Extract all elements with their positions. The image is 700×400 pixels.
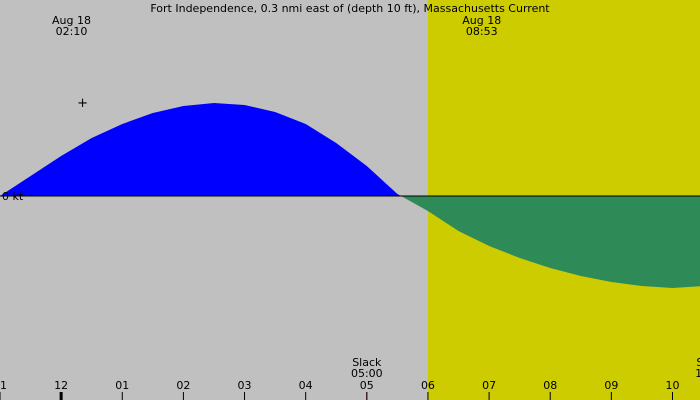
bottom-event-label: Slack (352, 356, 382, 369)
hour-tick-label: 07 (482, 379, 496, 392)
event-date: Aug 18 (52, 14, 91, 27)
flood-area (0, 103, 401, 196)
hour-tick-label: 05 (360, 379, 374, 392)
bottom-event-time: 05:00 (351, 367, 383, 380)
hour-axis: 1112010203040506070809101112010203040506… (0, 379, 679, 400)
hour-tick-label: 02 (176, 379, 190, 392)
ebb-area (401, 196, 700, 288)
event-time: 02:10 (56, 25, 88, 38)
hour-tick-label: 08 (543, 379, 557, 392)
hour-tick-label: 01 (115, 379, 129, 392)
hour-tick-label: 03 (238, 379, 252, 392)
hour-tick-label: 10 (665, 379, 679, 392)
peak-marker: + (77, 96, 88, 111)
zero-label: 0 kt (2, 190, 24, 203)
current-curve (0, 103, 700, 288)
hour-tick-label: 11 (0, 379, 7, 392)
chart-title: Fort Independence, 0.3 nmi east of (dept… (150, 2, 550, 15)
hour-tick-label: 09 (604, 379, 618, 392)
peak-marks: + (77, 96, 88, 111)
event-time: 08:53 (466, 25, 498, 38)
event-date: Aug 18 (462, 14, 501, 27)
hour-tick-label: 04 (299, 379, 313, 392)
bottom-event-time: 10:38 (695, 367, 700, 380)
bottom-event-label: Slack (696, 356, 700, 369)
hour-tick-label: 12 (54, 379, 68, 392)
hour-tick-label: 06 (421, 379, 435, 392)
